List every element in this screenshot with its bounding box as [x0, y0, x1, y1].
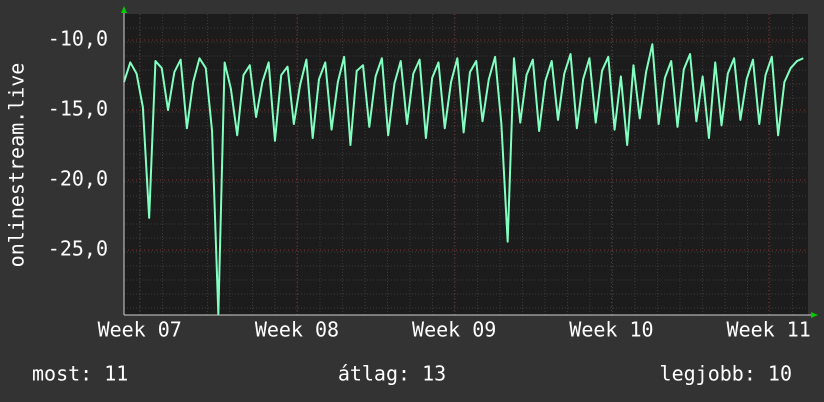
x-tick-label: Week 10 — [569, 318, 653, 342]
axis-arrow — [811, 312, 818, 318]
footer-text: átlag: 13 — [338, 362, 446, 386]
footer-text: most: 11 — [32, 362, 128, 386]
y-tick-label: -10,0 — [48, 27, 108, 51]
plot-area — [124, 14, 808, 315]
x-tick-label: Week 08 — [255, 318, 339, 342]
y-tick-label: -15,0 — [48, 97, 108, 121]
footer-text: legjobb: 10 — [660, 362, 792, 386]
axis-arrow — [121, 6, 127, 13]
y-axis-label: onlinestream.live — [5, 63, 29, 268]
y-tick-label: -20,0 — [48, 167, 108, 191]
marks — [123, 43, 804, 316]
x-tick-label: Week 07 — [98, 318, 182, 342]
minor-grid — [124, 14, 808, 315]
y-tick-label: -25,0 — [48, 237, 108, 261]
data-line — [123, 43, 804, 316]
x-tick-label: Week 09 — [412, 318, 496, 342]
x-tick-label: Week 11 — [727, 318, 811, 342]
